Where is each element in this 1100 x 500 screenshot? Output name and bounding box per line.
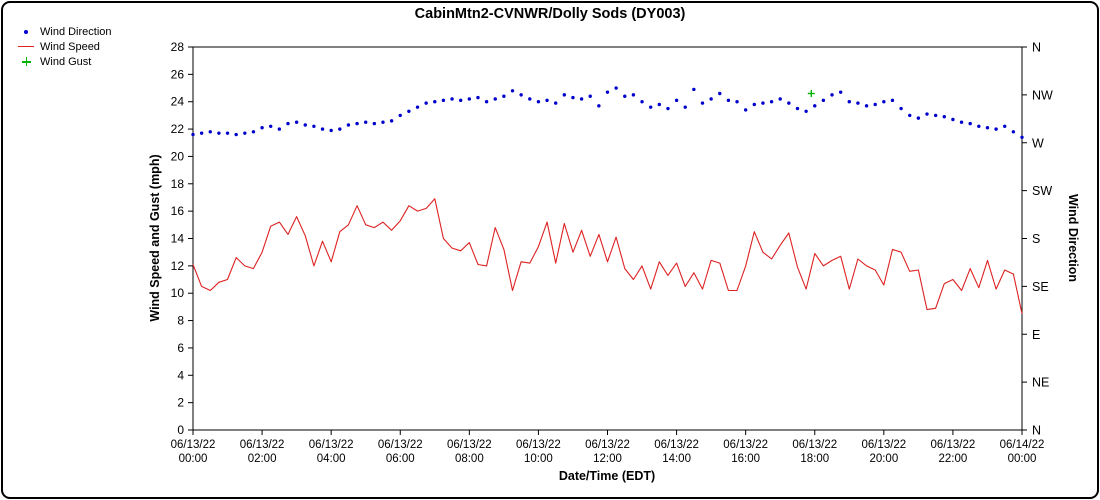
- legend-item-wind-speed: Wind Speed: [16, 39, 112, 54]
- svg-text:06/13/22: 06/13/22: [654, 439, 699, 451]
- svg-text:06:00: 06:00: [386, 453, 415, 465]
- svg-text:12:00: 12:00: [593, 453, 622, 465]
- svg-text:02:00: 02:00: [248, 453, 277, 465]
- svg-text:10: 10: [171, 286, 185, 300]
- svg-text:N: N: [1032, 424, 1041, 438]
- svg-text:10:00: 10:00: [524, 453, 553, 465]
- svg-text:8: 8: [177, 314, 184, 328]
- svg-text:N: N: [1032, 41, 1041, 55]
- legend-item-wind-gust: Wind Gust: [16, 54, 112, 69]
- svg-text:06/13/22: 06/13/22: [309, 439, 354, 451]
- svg-text:12: 12: [171, 259, 185, 273]
- svg-text:06/13/22: 06/13/22: [585, 439, 630, 451]
- svg-text:06/13/22: 06/13/22: [378, 439, 423, 451]
- svg-text:W: W: [1032, 136, 1044, 150]
- svg-text:04:00: 04:00: [317, 453, 346, 465]
- svg-text:NW: NW: [1032, 88, 1053, 102]
- svg-text:08:00: 08:00: [455, 453, 484, 465]
- svg-text:E: E: [1032, 328, 1040, 342]
- svg-text:16:00: 16:00: [731, 453, 760, 465]
- svg-text:28: 28: [171, 40, 185, 54]
- svg-text:06/13/22: 06/13/22: [931, 439, 976, 451]
- svg-text:22:00: 22:00: [939, 453, 968, 465]
- legend-item-wind-direction: Wind Direction: [16, 24, 112, 39]
- svg-text:20:00: 20:00: [869, 453, 898, 465]
- svg-text:20: 20: [171, 149, 185, 163]
- svg-text:06/13/22: 06/13/22: [516, 439, 561, 451]
- scatter-dot-icon: [16, 29, 36, 34]
- svg-text:14: 14: [171, 232, 185, 246]
- legend-label: Wind Gust: [40, 55, 92, 68]
- svg-text:00:00: 00:00: [1008, 453, 1037, 465]
- svg-text:24: 24: [171, 95, 185, 109]
- svg-text:22: 22: [171, 122, 185, 136]
- svg-text:06/13/22: 06/13/22: [240, 439, 285, 451]
- legend-label: Wind Speed: [40, 40, 100, 53]
- svg-text:06/13/22: 06/13/22: [861, 439, 906, 451]
- svg-text:06/13/22: 06/13/22: [723, 439, 768, 451]
- svg-text:00:00: 00:00: [179, 453, 208, 465]
- svg-text:06/13/22: 06/13/22: [171, 439, 216, 451]
- svg-text:NE: NE: [1032, 376, 1049, 390]
- svg-text:SW: SW: [1032, 184, 1052, 198]
- x-axis-title: Date/Time (EDT): [558, 469, 656, 483]
- svg-text:4: 4: [177, 368, 184, 382]
- svg-text:S: S: [1032, 232, 1040, 246]
- svg-text:2: 2: [177, 396, 184, 410]
- legend-label: Wind Direction: [40, 25, 112, 38]
- svg-text:26: 26: [171, 67, 185, 81]
- svg-text:18: 18: [171, 177, 185, 191]
- svg-text:14:00: 14:00: [662, 453, 691, 465]
- svg-text:6: 6: [177, 341, 184, 355]
- line-segment-icon: [16, 46, 36, 47]
- svg-text:06/14/22: 06/14/22: [1000, 439, 1045, 451]
- svg-text:SE: SE: [1032, 280, 1049, 294]
- svg-text:16: 16: [171, 204, 185, 218]
- svg-text:18:00: 18:00: [800, 453, 829, 465]
- plus-marker-icon: [16, 57, 36, 66]
- legend: Wind Direction Wind Speed Wind Gust: [16, 24, 112, 69]
- svg-text:06/13/22: 06/13/22: [792, 439, 837, 451]
- chart-title: CabinMtn2-CVNWR/Dolly Sods (DY003): [414, 6, 686, 22]
- svg-text:06/13/22: 06/13/22: [447, 439, 492, 451]
- svg-text:0: 0: [177, 423, 184, 437]
